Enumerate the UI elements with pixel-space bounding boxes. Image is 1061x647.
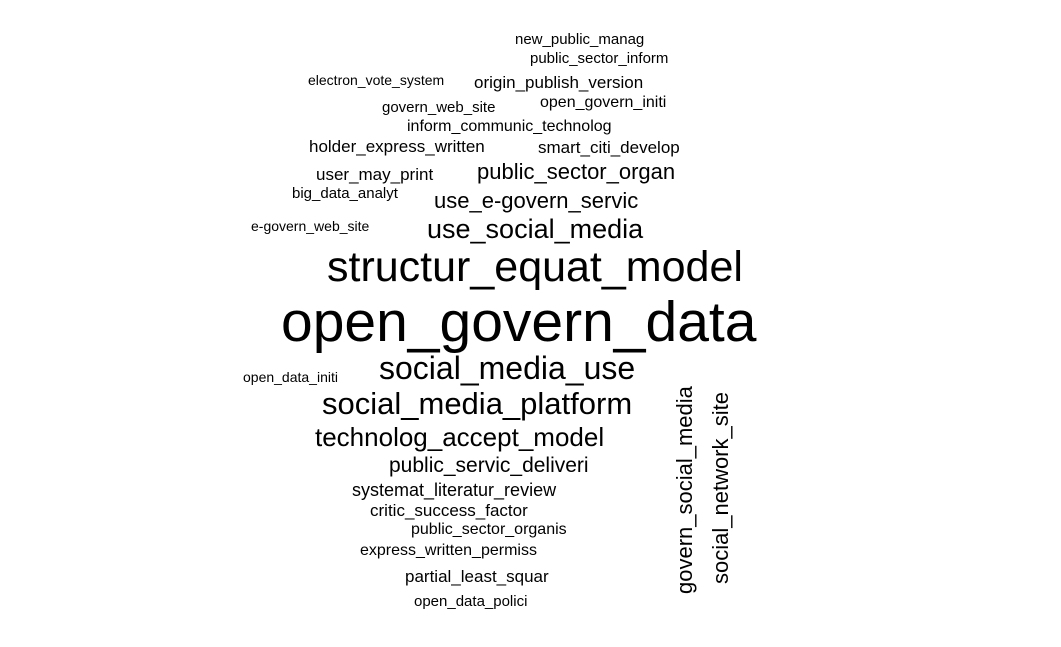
word-technolog-accept-model: technolog_accept_model [315, 422, 605, 452]
word-user-may-print: user_may_print [316, 165, 434, 184]
word-public-servic-deliveri: public_servic_deliveri [389, 454, 589, 477]
word-open-data-polici: open_data_polici [414, 593, 528, 610]
word-open-govern-initi: open_govern_initi [540, 94, 667, 111]
word-inform-communic-technolog: inform_communic_technolog [407, 118, 612, 135]
word-partial-least-squar: partial_least_squar [405, 567, 549, 586]
word-big-data-analyt: big_data_analyt [292, 185, 398, 202]
word-social-media-use: social_media_use [379, 350, 636, 386]
word-govern-social-media: govern_social_media [672, 386, 697, 594]
word-public-sector-organis: public_sector_organis [411, 521, 567, 538]
word-use-e-govern-servic: use_e-govern_servic [434, 188, 639, 213]
word-holder-express-written: holder_express_written [309, 137, 485, 156]
word-express-written-permiss: express_written_permiss [360, 542, 537, 559]
word-open-govern-data: open_govern_data [281, 290, 757, 354]
word-structur-equat-model: structur_equat_model [327, 243, 743, 291]
word-govern-web-site: govern_web_site [382, 99, 496, 116]
word-use-social-media: use_social_media [427, 214, 644, 244]
word-social-media-platform: social_media_platform [322, 386, 633, 421]
word-smart-citi-develop: smart_citi_develop [538, 138, 680, 157]
word-systemat-literatur-review: systemat_literatur_review [352, 480, 557, 500]
word-public-sector-inform: public_sector_inform [530, 50, 669, 67]
word-open-data-initi: open_data_initi [243, 369, 338, 385]
word-electron-vote-system: electron_vote_system [308, 72, 445, 88]
word-new-public-manag: new_public_manag [515, 31, 645, 48]
word-e-govern-web-site: e-govern_web_site [251, 218, 370, 234]
word-public-sector-organ: public_sector_organ [477, 159, 676, 184]
word-critic-success-factor: critic_success_factor [370, 501, 528, 520]
word-social-network-site: social_network_site [708, 392, 733, 584]
word-origin-publish-version: origin_publish_version [474, 73, 644, 92]
